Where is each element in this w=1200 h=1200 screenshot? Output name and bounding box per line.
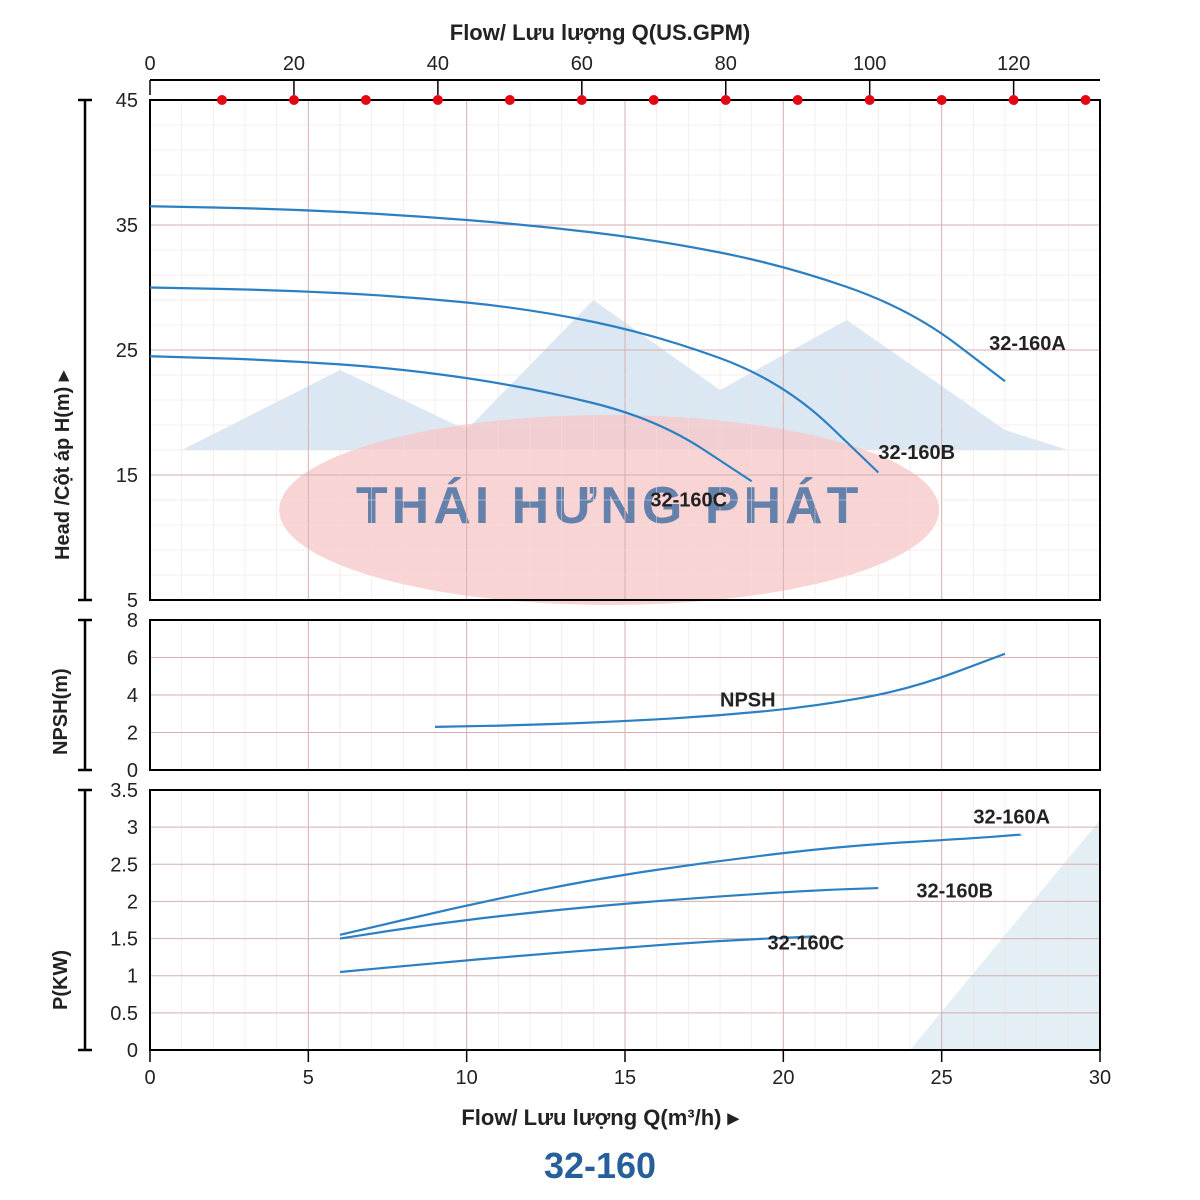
bottom-tick-label: 5 [303,1067,314,1089]
top-tick-label: 80 [715,53,737,75]
power-ytick-label: 0 [127,1040,138,1062]
gpm-marker [1081,95,1091,105]
bottom-axis-title: Flow/ Lưu lượng Q(m³/h) ▸ [0,1105,1200,1131]
power-ytick-label: 2.5 [110,854,138,876]
power-curve-32-160C [340,936,815,972]
gpm-marker [361,95,371,105]
power-ytick-label: 1.5 [110,929,138,951]
gpm-marker [865,95,875,105]
top-tick-label: 60 [571,53,593,75]
top-tick-label: 120 [997,53,1030,75]
npsh-ytick-label: 0 [127,760,138,782]
power-ytick-label: 1 [127,966,138,988]
bottom-tick-label: 10 [456,1067,478,1089]
head-ytick-label: 45 [116,90,138,112]
bottom-tick-label: 30 [1089,1067,1111,1089]
gpm-marker [793,95,803,105]
top-axis-title: Flow/ Lưu lượng Q(US.GPM) [0,20,1200,46]
power-curve-label-32-160A: 32-160A [973,806,1050,828]
gpm-marker [1009,95,1019,105]
head-curve-label-32-160A: 32-160A [989,333,1066,355]
head-ytick-label: 5 [127,590,138,612]
power-curve-32-160B [340,888,878,939]
top-tick-label: 40 [427,53,449,75]
npsh-ytick-label: 8 [127,610,138,632]
npsh-ylabel: NPSH(m) [50,668,73,755]
top-tick-label: 100 [853,53,886,75]
gpm-marker [505,95,515,105]
gpm-marker [937,95,947,105]
gpm-marker [649,95,659,105]
head-ytick-label: 15 [116,465,138,487]
power-ytick-label: 3.5 [110,780,138,802]
power-ytick-label: 0.5 [110,1003,138,1025]
head-curve-label-32-160B: 32-160B [878,442,955,464]
watermark-text: THÁI HƯNG PHÁT [356,477,862,535]
head-ylabel: Head /Cột áp H(m) ▸ [50,371,75,560]
gpm-marker [289,95,299,105]
head-ytick-label: 35 [116,215,138,237]
power-ytick-label: 3 [127,817,138,839]
top-tick-label: 0 [144,53,155,75]
head-curve-label-32-160C: 32-160C [650,489,727,511]
npsh-ytick-label: 6 [127,648,138,670]
model-title: 32-160 [0,1145,1200,1187]
bottom-tick-label: 15 [614,1067,636,1089]
npsh-panel: 0 2 4 6 8 NPSH [127,610,1100,782]
gpm-marker [433,95,443,105]
chart-canvas: THÁI HƯNG PHÁT51525354532-160A32-160B32-… [150,100,1100,1085]
power-curve-label-32-160B: 32-160B [916,881,993,903]
bottom-tick-label: 0 [144,1067,155,1089]
npsh-ytick-label: 4 [127,685,138,707]
npsh-ytick-label: 2 [127,723,138,745]
power-ylabel: P(KW) [50,950,73,1010]
gpm-marker [721,95,731,105]
bottom-tick-label: 20 [772,1067,794,1089]
power-curve-label-32-160C: 32-160C [768,933,845,955]
bottom-tick-label: 25 [931,1067,953,1089]
gpm-marker [217,95,227,105]
npsh-curve-label-NPSH: NPSH [720,689,776,711]
head-ytick-label: 25 [116,340,138,362]
power-ytick-label: 2 [127,891,138,913]
top-tick-label: 20 [283,53,305,75]
gpm-marker [577,95,587,105]
